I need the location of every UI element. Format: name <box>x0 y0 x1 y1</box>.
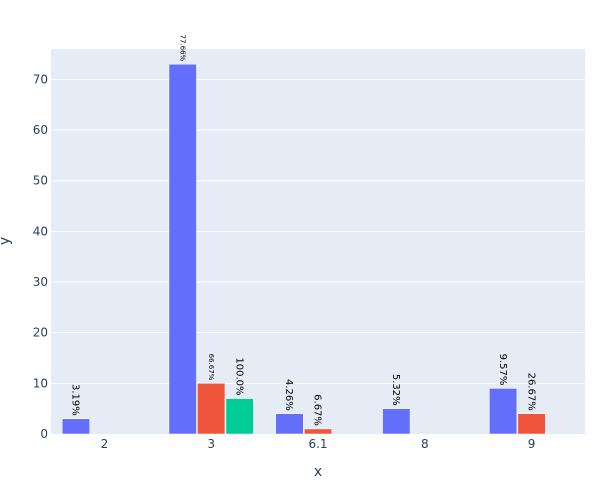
x-tick-label: 3 <box>207 437 215 451</box>
x-tick-label: 9 <box>528 437 536 451</box>
y-tick-label: 60 <box>33 123 48 137</box>
y-tick-label: 50 <box>33 174 48 188</box>
x-tick-label: 8 <box>421 437 429 451</box>
data-labels: 3.19% 77.66% 66.67% 100.0% 4.26% 6.67% 5.32% 9.… <box>70 34 537 425</box>
data-label: 6.67% <box>312 394 323 426</box>
bars <box>61 63 546 435</box>
data-label: 5.32% <box>390 374 401 406</box>
y-tick-label: 70 <box>33 72 48 86</box>
data-label: 9.57% <box>497 354 508 386</box>
gridlines <box>51 78 585 384</box>
y-tick-label: 40 <box>33 224 48 238</box>
x-axis-title: x <box>314 464 322 480</box>
bar <box>382 408 411 435</box>
x-tick-label: 6.1 <box>308 437 327 451</box>
bar <box>61 418 90 435</box>
y-tick-label: 20 <box>33 326 48 340</box>
bar <box>304 428 332 435</box>
data-label: 77.66% <box>178 34 186 61</box>
bar <box>517 413 546 435</box>
bar <box>197 383 226 435</box>
data-label: 26.67% <box>525 373 536 411</box>
data-label: 3.19% <box>70 384 81 416</box>
data-label: 4.26% <box>283 379 294 411</box>
y-tick-label: 10 <box>33 376 48 390</box>
y-axis-title: y <box>0 237 13 245</box>
data-label: 100.0% <box>233 357 244 395</box>
plot-background <box>51 49 585 434</box>
x-axis-ticks: 2 3 6.1 8 9 <box>101 437 536 451</box>
bar <box>489 388 518 435</box>
data-label: 66.67% <box>207 354 215 381</box>
bar <box>225 398 254 435</box>
y-tick-label: 30 <box>33 275 48 289</box>
y-axis-ticks: 0 10 20 30 40 50 60 70 <box>33 72 48 441</box>
bar <box>168 63 197 435</box>
y-tick-label: 0 <box>40 427 48 441</box>
x-tick-label: 2 <box>101 437 109 451</box>
bar <box>275 413 304 435</box>
